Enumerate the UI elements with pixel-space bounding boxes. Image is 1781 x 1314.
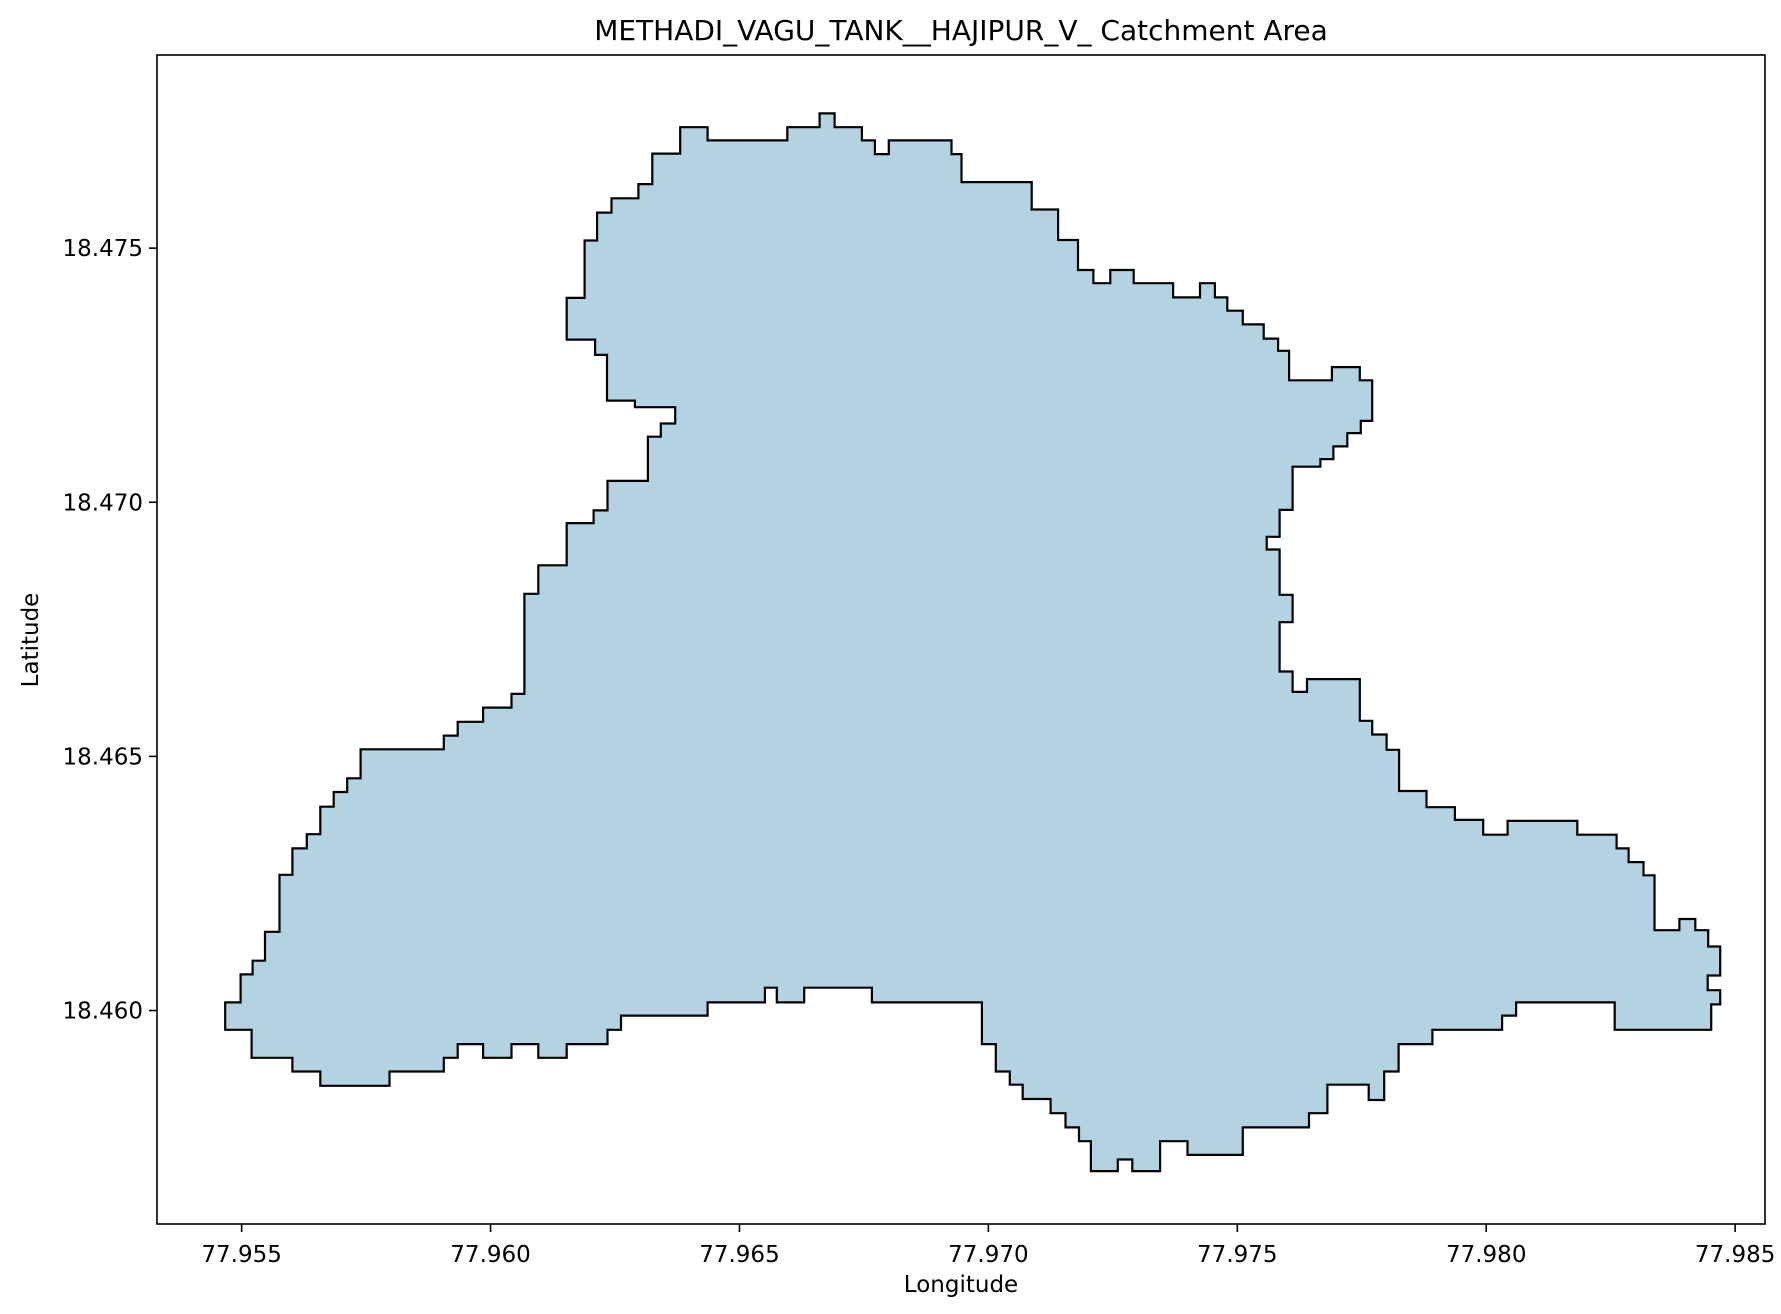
y-tick-label: 18.460 xyxy=(63,999,143,1025)
y-tick-label: 18.465 xyxy=(63,744,143,770)
x-tick-label: 77.975 xyxy=(1197,1242,1277,1268)
x-tick-label: 77.960 xyxy=(450,1242,530,1268)
y-axis-ticks: 18.460 18.465 18.470 18.475 xyxy=(63,236,157,1025)
x-axis-ticks: 77.955 77.960 77.965 77.970 77.975 77.980 77.9… xyxy=(201,1224,1775,1268)
y-tick-label: 18.470 xyxy=(63,490,143,516)
chart-title: METHADI_VAGU_TANK__HAJIPUR_V_ Catchment … xyxy=(594,14,1328,47)
x-tick-label: 77.985 xyxy=(1695,1242,1775,1268)
x-tick-label: 77.955 xyxy=(201,1242,281,1268)
x-tick-label: 77.970 xyxy=(948,1242,1028,1268)
x-tick-label: 77.965 xyxy=(699,1242,779,1268)
y-axis-label: Latitude xyxy=(18,593,44,688)
x-axis-label: Longitude xyxy=(904,1272,1018,1298)
x-tick-label: 77.980 xyxy=(1446,1242,1526,1268)
plot-frame xyxy=(156,54,1766,1225)
catchment-area-polygon xyxy=(224,112,1722,1173)
y-tick-label: 18.475 xyxy=(63,236,143,262)
